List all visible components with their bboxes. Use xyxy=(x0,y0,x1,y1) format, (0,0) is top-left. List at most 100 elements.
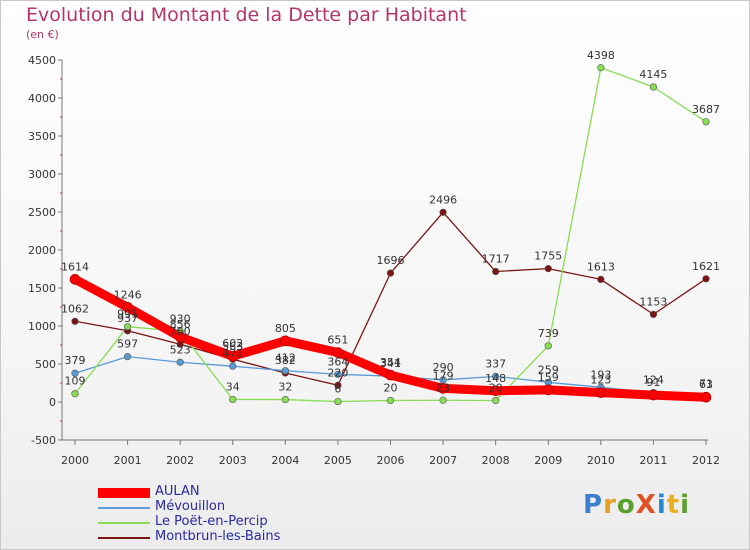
data-label: 991 xyxy=(117,308,138,321)
data-point xyxy=(702,275,710,283)
x-tick-label: 2001 xyxy=(114,454,142,467)
proxiti-logo: ProXiti xyxy=(583,490,691,520)
x-tick-label: 2007 xyxy=(429,454,457,467)
data-label: 471 xyxy=(222,347,243,360)
data-point xyxy=(437,383,449,394)
data-point xyxy=(649,310,658,318)
chart-subtitle: (en €) xyxy=(26,28,59,41)
data-label: 760 xyxy=(170,325,191,338)
data-label: 63 xyxy=(699,378,713,391)
data-point xyxy=(597,64,605,72)
data-point xyxy=(490,385,501,397)
y-tick-label: 1500 xyxy=(28,282,56,295)
data-point xyxy=(227,350,239,362)
data-point xyxy=(229,395,237,404)
chart-title: Evolution du Montant de la Dette par Hab… xyxy=(26,4,467,26)
legend-item: AULAN xyxy=(98,484,358,500)
data-point xyxy=(334,370,342,378)
x-tick-label: 2008 xyxy=(482,454,510,467)
data-point xyxy=(649,83,658,91)
data-label: 1613 xyxy=(587,260,615,273)
x-tick-label: 2011 xyxy=(639,454,667,467)
legend-swatch xyxy=(98,537,150,539)
data-point xyxy=(174,331,186,343)
y-tick-label: 4500 xyxy=(28,54,56,67)
data-label: 124 xyxy=(643,374,664,387)
data-point xyxy=(176,358,184,366)
data-point xyxy=(544,265,552,273)
data-point xyxy=(439,208,447,216)
data-label: 91 xyxy=(646,376,660,389)
data-label: 1153 xyxy=(639,295,667,308)
legend-label: Montbrun-les-Bains xyxy=(155,529,281,544)
data-label: 1696 xyxy=(377,254,405,267)
legend-label: AULAN xyxy=(155,484,200,499)
data-label: 6 xyxy=(334,383,341,396)
legend-swatch xyxy=(98,522,150,524)
data-point xyxy=(595,387,607,398)
data-label: 34 xyxy=(226,380,240,393)
y-tick-label: 3000 xyxy=(28,168,56,181)
x-tick-label: 2009 xyxy=(534,454,562,467)
y-tick-label: -500 xyxy=(31,434,56,447)
data-label: 937 xyxy=(117,312,138,325)
chart-legend: AULAN Mévouillon Le Poët-en-Percip Montbrun… xyxy=(98,484,358,545)
data-point xyxy=(281,367,289,375)
data-point xyxy=(386,269,395,277)
data-point xyxy=(69,274,81,285)
y-tick-label: 4000 xyxy=(28,92,56,105)
data-point xyxy=(492,396,500,405)
data-label: 1755 xyxy=(534,250,562,263)
data-label: 179 xyxy=(433,369,454,382)
data-label: 71 xyxy=(699,378,713,391)
y-tick-label: 3500 xyxy=(28,130,56,143)
x-tick-label: 2002 xyxy=(166,454,194,467)
data-point xyxy=(648,389,659,401)
data-point xyxy=(702,118,710,126)
data-point xyxy=(439,396,447,404)
data-point xyxy=(123,323,132,331)
data-label: 1614 xyxy=(61,260,89,273)
x-tick-label: 2003 xyxy=(219,454,247,467)
legend-label: Mévouillon xyxy=(155,499,226,514)
data-point xyxy=(492,372,500,380)
data-label: 382 xyxy=(275,354,296,367)
data-label: 3687 xyxy=(692,103,720,116)
legend-item: Montbrun-les-Bains xyxy=(98,529,358,545)
data-point xyxy=(281,395,289,404)
data-label: 290 xyxy=(433,361,454,374)
data-label: 148 xyxy=(485,372,506,385)
y-tick-label: 1000 xyxy=(28,320,56,333)
data-point xyxy=(542,384,554,396)
data-label: 32 xyxy=(278,381,292,394)
data-label: 1621 xyxy=(692,260,720,273)
data-label: 651 xyxy=(327,334,348,347)
data-label: 930 xyxy=(170,312,191,325)
data-label: 523 xyxy=(170,343,191,356)
data-label: 123 xyxy=(590,374,611,387)
x-tick-label: 2000 xyxy=(61,454,89,467)
data-point xyxy=(71,317,79,325)
data-point xyxy=(544,342,552,350)
data-label: 354 xyxy=(380,356,401,369)
data-label: 563 xyxy=(222,340,243,353)
data-label: 597 xyxy=(117,338,138,351)
data-label: 337 xyxy=(485,357,506,370)
legend-label: Le Poët-en-Percip xyxy=(155,514,268,529)
data-point xyxy=(386,396,395,405)
data-point xyxy=(71,369,79,377)
data-point xyxy=(229,362,237,370)
data-label: 4398 xyxy=(587,49,615,62)
data-label: 805 xyxy=(275,322,296,335)
data-label: 412 xyxy=(275,352,296,365)
data-label: 20 xyxy=(489,381,503,394)
y-tick-label: 2500 xyxy=(28,206,56,219)
legend-item: Mévouillon xyxy=(98,499,358,515)
data-point xyxy=(332,347,344,358)
data-label: 379 xyxy=(65,354,86,367)
data-point xyxy=(492,267,500,276)
data-label: 220 xyxy=(327,366,348,379)
data-label: 739 xyxy=(538,327,559,340)
